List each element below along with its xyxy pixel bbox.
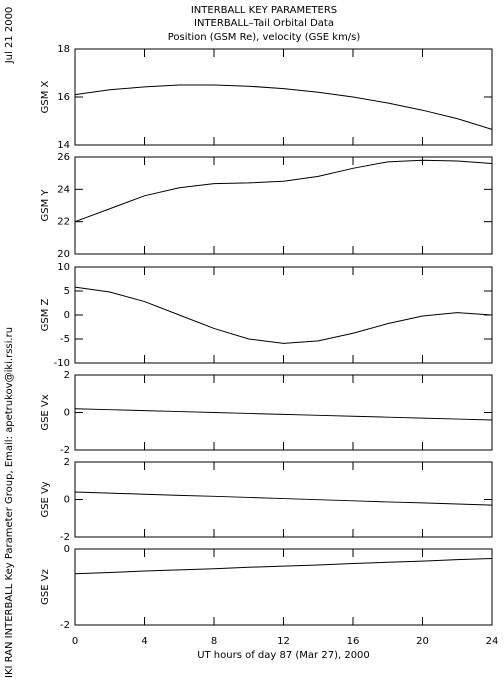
y-tick-label: -2 [60, 620, 70, 631]
y-tick-label: 2 [64, 457, 70, 468]
credit-label: IKI RAN INTERBALL Key Parameter Group, E… [4, 327, 15, 678]
y-tick-label: 24 [57, 184, 70, 195]
y-tick-label: 2 [64, 370, 70, 381]
x-tick-label: 20 [416, 636, 429, 647]
y-tick-label: 0 [64, 310, 70, 321]
data-line [74, 558, 493, 575]
y-tick-label: 10 [57, 262, 70, 273]
y-tick-label: 0 [64, 495, 70, 506]
x-tick-label: 4 [141, 636, 147, 647]
y-tick-label: 0 [64, 544, 70, 555]
y-tick-label: -5 [60, 334, 70, 345]
y-axis-label: GSE Vz [40, 569, 51, 605]
chart-subtitle: INTERBALL–Tail Orbital Data [194, 18, 334, 29]
x-tick-label: 8 [211, 636, 217, 647]
plot-frame [74, 156, 493, 255]
x-tick-label: 12 [277, 636, 290, 647]
data-line [74, 286, 493, 344]
y-tick-label: 16 [57, 92, 70, 103]
chart-description: Position (GSM Re), velocity (GSE km/s) [168, 32, 361, 43]
plot-frame [74, 374, 493, 451]
y-tick-label: 20 [57, 249, 70, 260]
x-axis-label: UT hours of day 87 (Mar 27), 2000 [197, 650, 370, 661]
data-line [74, 408, 493, 421]
y-tick-label: 26 [57, 152, 70, 163]
data-line [74, 159, 493, 223]
y-axis-label: GSM Z [40, 298, 51, 331]
plot-frame [74, 48, 493, 146]
y-axis-label: GSM Y [40, 189, 51, 222]
data-line [74, 84, 493, 130]
y-tick-label: -2 [60, 532, 70, 543]
y-tick-label: -2 [60, 445, 70, 456]
y-tick-label: 5 [64, 286, 70, 297]
y-tick-label: 0 [64, 408, 70, 419]
plot-frame [74, 461, 493, 538]
date-label: Jul 21 2000 [4, 7, 15, 65]
chart-title: INTERBALL KEY PARAMETERS [191, 5, 337, 16]
y-tick-label: 14 [57, 140, 70, 151]
x-tick-label: 0 [72, 636, 78, 647]
y-tick-label: -10 [54, 358, 70, 369]
y-axis-label: GSE Vy [40, 481, 51, 517]
y-tick-label: 22 [57, 217, 70, 228]
y-tick-label: 18 [57, 44, 70, 55]
y-axis-label: GSE Vx [40, 394, 51, 430]
x-tick-label: 24 [486, 636, 499, 647]
x-tick-label: 16 [347, 636, 360, 647]
y-axis-label: GSM X [40, 80, 51, 113]
data-line [74, 491, 493, 506]
